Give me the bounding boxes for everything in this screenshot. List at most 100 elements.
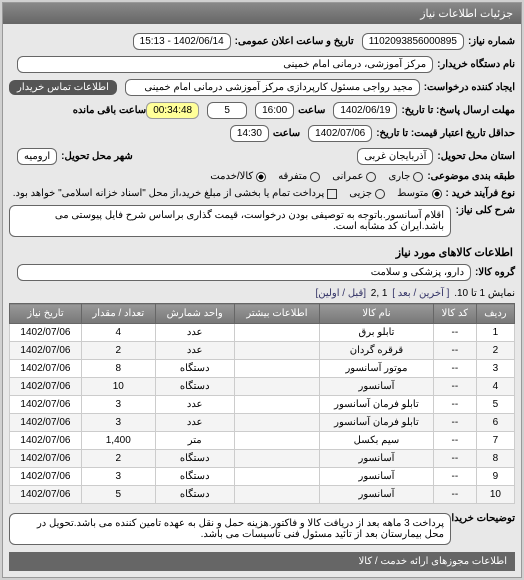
budget-opt-d[interactable]: کالا/خدمت [210,171,266,182]
table-cell: عدد [155,342,234,360]
table-cell: 1402/07/06 [10,360,82,378]
table-cell: 1402/07/06 [10,396,82,414]
budget-opt-b[interactable]: عمرانی [332,171,376,182]
buy-type-label: نوع فرآیند خرید : [446,188,515,199]
table-cell: 1402/07/06 [10,342,82,360]
table-cell [234,414,319,432]
table-cell: -- [433,360,476,378]
expl-label: توضیحات خریدار: [455,513,515,524]
province-label: استان محل تحویل: [437,151,515,162]
group-value: دارو، پزشکی و سلامت [17,264,471,281]
treasury-check[interactable]: پرداخت تمام یا بخشی از مبلغ خرید،از محل … [13,188,338,199]
deadline-date: 1402/06/19 [333,102,397,119]
table-cell: آسانسور [320,378,434,396]
buy-opt-a-label: متوسط [397,188,428,199]
table-cell: 4 [81,324,155,342]
budget-opt-c[interactable]: متفرقه [278,171,320,182]
table-cell [234,396,319,414]
buy-opt-b[interactable]: جزیی [349,188,385,199]
validity-date: 1402/07/06 [308,125,372,142]
row-desc: شرح کلی نیاز: اقلام آسانسور.باتوجه به تو… [9,202,515,240]
table-cell: تابلو فرمان آسانسور [320,396,434,414]
budget-opt-b-label: عمرانی [332,171,363,182]
table-cell: آسانسور [320,450,434,468]
table-header: واحد شمارش [155,304,234,324]
city-label: شهر محل تحویل: [61,151,133,162]
table-cell: 1402/07/06 [10,450,82,468]
table-cell: -- [433,432,476,450]
table-cell: 3 [81,396,155,414]
table-cell [234,450,319,468]
buy-opt-a[interactable]: متوسط [397,188,441,199]
table-header: تاریخ نیاز [10,304,82,324]
table-cell [234,360,319,378]
buyer-value: مرکز آموزشی، درمانی امام خمینی [17,56,433,73]
city-value: ارومیه [17,148,57,165]
table-row[interactable]: 1--تابلو برقعدد41402/07/06 [10,324,515,342]
table-header: اطلاعات بیشتر [234,304,319,324]
table-cell: 8 [476,450,514,468]
countdown-timer: 00:34:48 [146,102,199,119]
row-group: گروه کالا: دارو، پزشکی و سلامت [9,261,515,284]
province-value: آذربایجان غربی [357,148,433,165]
table-cell: -- [433,378,476,396]
table-cell: 1402/07/06 [10,432,82,450]
table-cell: دستگاه [155,468,234,486]
table-cell: قرقره گردان [320,342,434,360]
pager-text: نمایش 1 تا 10. [454,288,515,299]
table-cell: 1,400 [81,432,155,450]
table-row[interactable]: 3--موتور آسانسوردستگاه81402/07/06 [10,360,515,378]
footer-bar[interactable]: اطلاعات مجوزهای ارائه خدمت / کالا [9,552,515,571]
table-cell: دستگاه [155,486,234,504]
deadline-label: مهلت ارسال پاسخ: تا تاریخ: [401,105,515,116]
table-cell: تابلو برق [320,324,434,342]
table-cell [234,468,319,486]
table-row[interactable]: 2--قرقره گردانعدد21402/07/06 [10,342,515,360]
pager-first[interactable]: [قبل / اولین] [315,288,366,299]
table-cell: -- [433,486,476,504]
table-header: نام کالا [320,304,434,324]
table-cell: 7 [476,432,514,450]
table-row[interactable]: 8--آسانسوردستگاه21402/07/06 [10,450,515,468]
desc-value: اقلام آسانسور.باتوجه به توصیفی بودن درخو… [9,205,451,237]
pager-last[interactable]: [ آخرین / بعد ] [392,288,449,299]
table-row[interactable]: 4--آسانسوردستگاه101402/07/06 [10,378,515,396]
table-cell: 3 [476,360,514,378]
goods-section-title: اطلاعات کالاهای مورد نیاز [9,240,515,261]
table-header: ردیف [476,304,514,324]
budget-label: طبقه بندی موضوعی: [427,171,515,182]
pub-date-label: تاریخ و ساعت اعلان عمومی: [235,36,354,47]
table-cell: -- [433,468,476,486]
desc-label: شرح کلی نیاز: [455,205,515,216]
table-cell [234,486,319,504]
table-cell: عدد [155,396,234,414]
budget-opt-a[interactable]: جاری [388,171,423,182]
table-cell: 10 [476,486,514,504]
table-cell: 8 [81,360,155,378]
panel-title: جزئیات اطلاعات نیاز [3,3,521,24]
table-row[interactable]: 5--تابلو فرمان آسانسورعدد31402/07/06 [10,396,515,414]
table-row[interactable]: 10--آسانسوردستگاه51402/07/06 [10,486,515,504]
buyer-label: نام دستگاه خریدار: [437,59,515,70]
row-budget: طبقه بندی موضوعی: جاری عمرانی متفرقه کال… [9,168,515,185]
buy-opt-b-label: جزیی [349,188,372,199]
table-row[interactable]: 7--سیم بکسلمتر1,4001402/07/06 [10,432,515,450]
remaining-label: ساعت باقی مانده [73,105,146,116]
table-cell: 5 [476,396,514,414]
table-cell: سیم بکسل [320,432,434,450]
creator-label: ایجاد کننده درخواست: [424,82,515,93]
row-req-no: شماره نیاز: 1102093856000895 تاریخ و ساع… [9,30,515,53]
table-header: تعداد / مقدار [81,304,155,324]
table-cell [234,378,319,396]
contact-button[interactable]: اطلاعات تماس خریدار [9,80,117,95]
table-row[interactable]: 9--آسانسوردستگاه31402/07/06 [10,468,515,486]
table-row[interactable]: 6--تابلو فرمان آسانسورعدد31402/07/06 [10,414,515,432]
table-cell: عدد [155,324,234,342]
validity-time: 14:30 [230,125,269,142]
table-cell: 3 [81,414,155,432]
row-buyer: نام دستگاه خریدار: مرکز آموزشی، درمانی ا… [9,53,515,76]
table-cell: 1402/07/06 [10,468,82,486]
goods-table: ردیفکد کالانام کالااطلاعات بیشترواحد شما… [9,303,515,504]
remaining-days: 5 [207,102,247,119]
table-cell: 1402/07/06 [10,486,82,504]
